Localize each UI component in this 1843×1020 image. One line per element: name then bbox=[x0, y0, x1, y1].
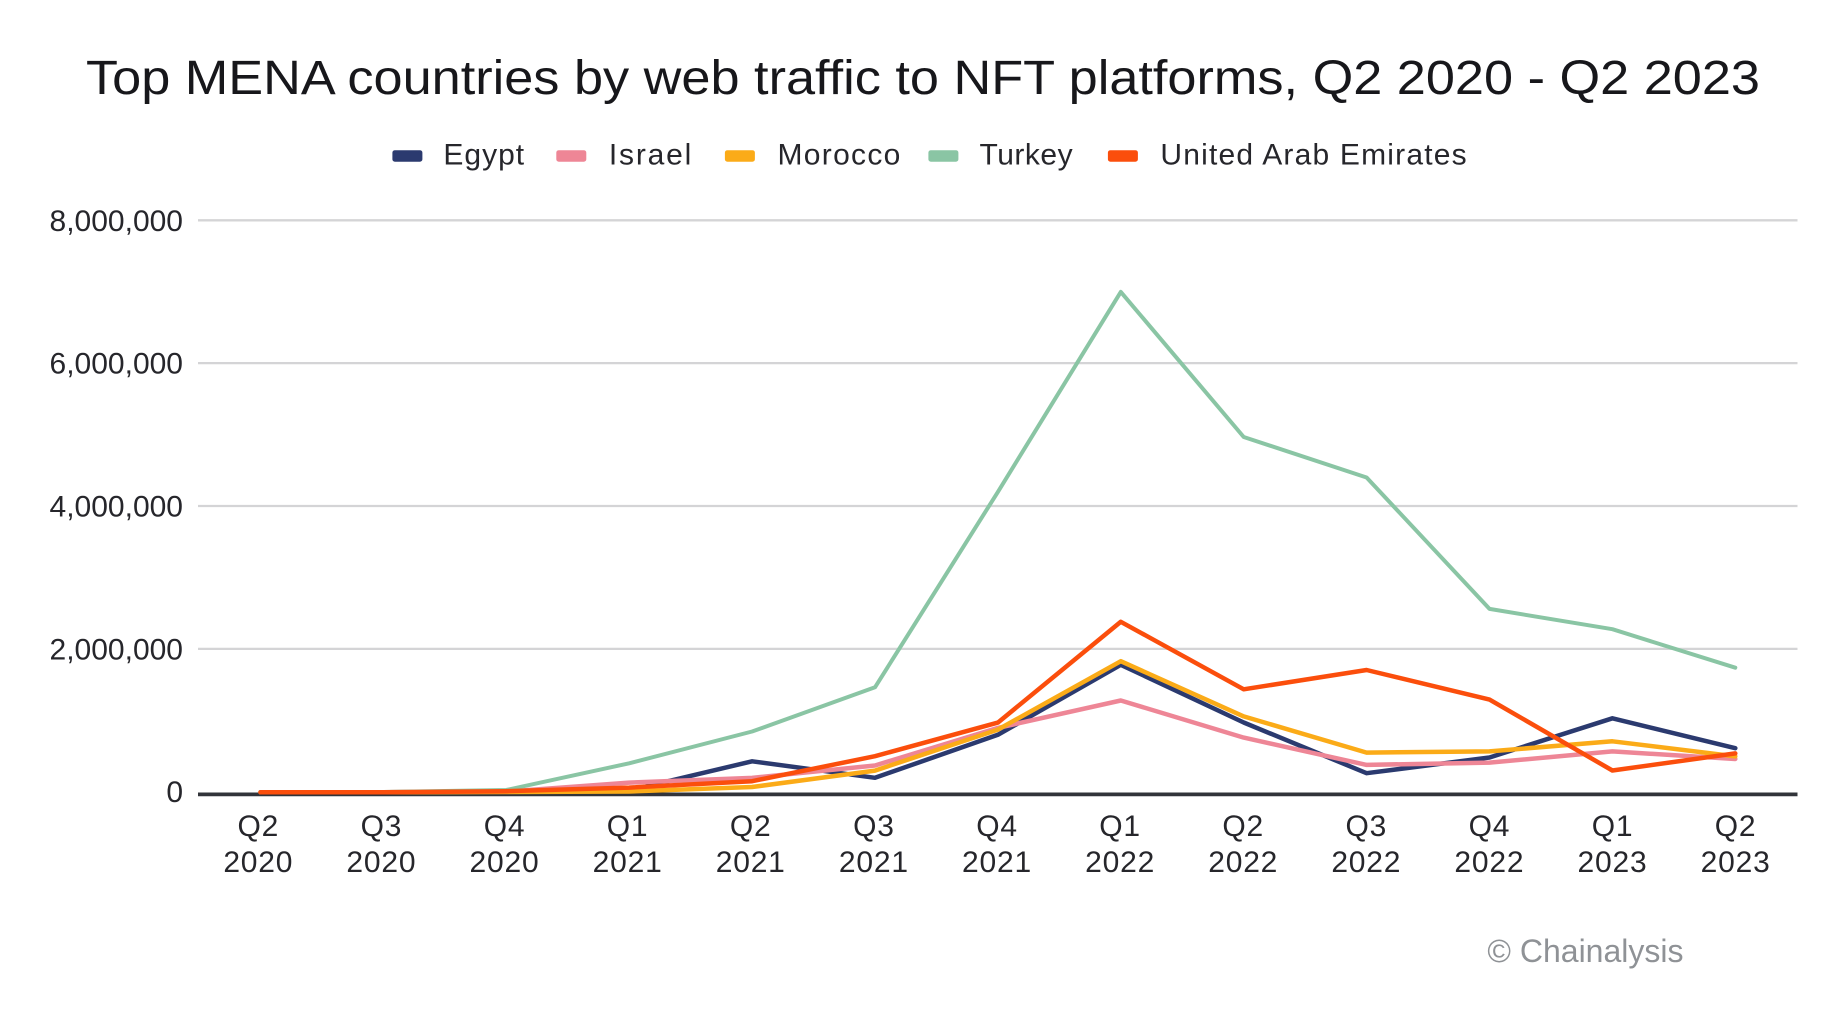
svg-text:Turkey: Turkey bbox=[980, 138, 1074, 171]
svg-text:United Arab Emirates: United Arab Emirates bbox=[1160, 138, 1467, 171]
svg-text:4,000,000: 4,000,000 bbox=[50, 491, 183, 524]
svg-text:Morocco: Morocco bbox=[778, 138, 902, 171]
svg-text:© Chainalysis: © Chainalysis bbox=[1487, 933, 1683, 969]
svg-text:6,000,000: 6,000,000 bbox=[50, 348, 183, 381]
svg-text:8,000,000: 8,000,000 bbox=[50, 205, 183, 238]
svg-text:2,000,000: 2,000,000 bbox=[50, 633, 183, 666]
svg-text:Israel: Israel bbox=[609, 138, 693, 171]
svg-text:Egypt: Egypt bbox=[443, 138, 525, 171]
svg-text:Top MENA countries by web traf: Top MENA countries by web traffic to NFT… bbox=[86, 51, 1760, 105]
svg-text:0: 0 bbox=[166, 776, 183, 809]
